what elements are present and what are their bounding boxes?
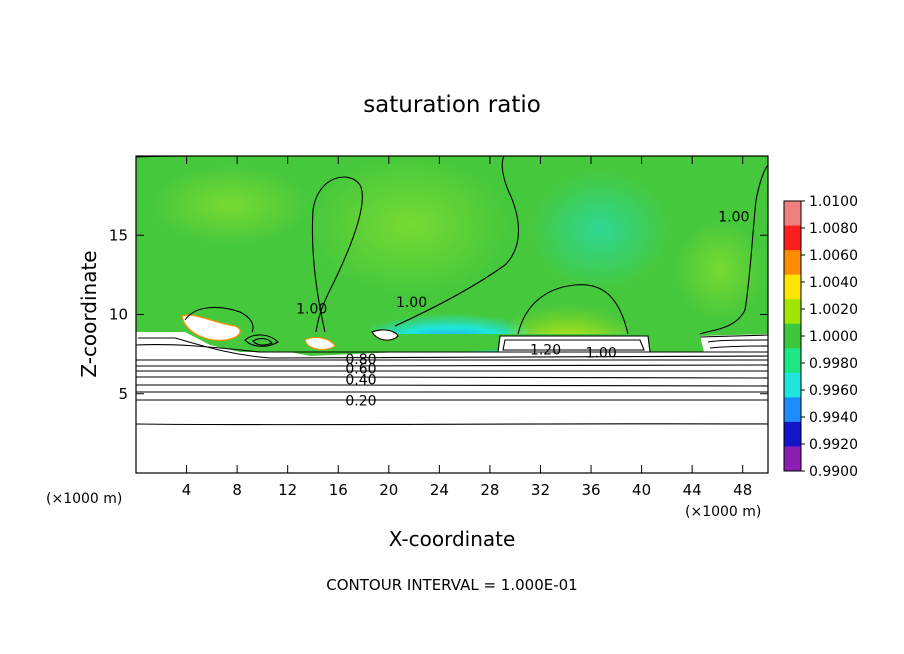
y-tick-label: 15 xyxy=(109,226,128,244)
chart-title: saturation ratio xyxy=(363,92,541,118)
x-tick-label: 16 xyxy=(329,481,348,499)
colorbar-label: 0.9900 xyxy=(809,464,858,480)
x-tick-label: 8 xyxy=(232,481,242,499)
colorbar-label: 0.9960 xyxy=(809,383,858,399)
colorbar-label: 1.0000 xyxy=(809,329,858,345)
x-axis: 4 8 12 16 20 24 28 32 36 40 44 48 xyxy=(182,156,752,499)
colorbar-swatch xyxy=(784,250,801,276)
contour-label: 1.20 xyxy=(530,343,561,359)
y-axis-label: Z-coordinate xyxy=(77,250,101,377)
x-tick-label: 36 xyxy=(581,481,600,499)
contour-label: 1.00 xyxy=(718,209,749,225)
contour-label: 0.40 xyxy=(345,373,376,389)
colorbar-swatch xyxy=(784,446,801,472)
colorbar-swatch xyxy=(784,372,801,398)
colorbar-swatch xyxy=(784,397,801,423)
y-tick-label: 10 xyxy=(109,306,128,324)
colorbar-swatch xyxy=(784,274,801,300)
colorbar-label: 0.9920 xyxy=(809,437,858,453)
saturation-field xyxy=(136,156,768,473)
contour-label: 1.00 xyxy=(296,301,327,317)
contour-lines xyxy=(136,156,768,426)
x-unit-left: (×1000 m) xyxy=(46,491,122,507)
x-tick-label: 12 xyxy=(278,481,297,499)
x-tick-label: 24 xyxy=(430,481,449,499)
colorbar-swatch xyxy=(784,201,801,227)
colorbar-label: 0.9940 xyxy=(809,410,858,426)
colorbar-label: 1.0080 xyxy=(809,221,858,237)
contour-label: 1.00 xyxy=(396,295,427,311)
x-tick-label: 20 xyxy=(379,481,398,499)
y-tick-label: 5 xyxy=(118,385,128,403)
x-tick-label: 4 xyxy=(182,481,192,499)
colorbar-label: 1.0020 xyxy=(809,302,858,318)
x-tick-label: 40 xyxy=(632,481,651,499)
colorbar-label: 1.0100 xyxy=(809,194,858,210)
x-tick-label: 28 xyxy=(480,481,499,499)
contour-label: 0.80 xyxy=(345,352,376,368)
colorbar-swatch xyxy=(784,421,801,447)
colorbar-swatch xyxy=(784,225,801,251)
colorbar: 1.0100 1.0080 1.0060 1.0040 1.0020 1.0000 0.99… xyxy=(783,194,858,480)
colorbar-swatch xyxy=(784,299,801,325)
contour-interval: CONTOUR INTERVAL = 1.000E-01 xyxy=(326,576,577,594)
colorbar-label: 1.0040 xyxy=(809,275,858,291)
contour-label: 0.20 xyxy=(345,393,376,409)
contour-label: 0.60 xyxy=(345,362,376,378)
x-tick-label: 48 xyxy=(733,481,752,499)
x-tick-label: 32 xyxy=(531,481,550,499)
x-tick-label: 44 xyxy=(683,481,702,499)
contour-labels: 1.00 1.00 1.00 1.20 1.00 0.800.600.40 0.20 xyxy=(296,209,749,409)
colorbar-label: 0.9980 xyxy=(809,356,858,372)
colorbar-label: 1.0060 xyxy=(809,248,858,264)
contour-label: 1.00 xyxy=(586,346,617,362)
x-unit-right: (×1000 m) xyxy=(685,504,761,520)
x-axis-label: X-coordinate xyxy=(389,527,516,551)
y-axis: 5 10 15 xyxy=(109,226,768,403)
colorbar-swatch xyxy=(784,323,801,349)
colorbar-swatch xyxy=(784,348,801,374)
